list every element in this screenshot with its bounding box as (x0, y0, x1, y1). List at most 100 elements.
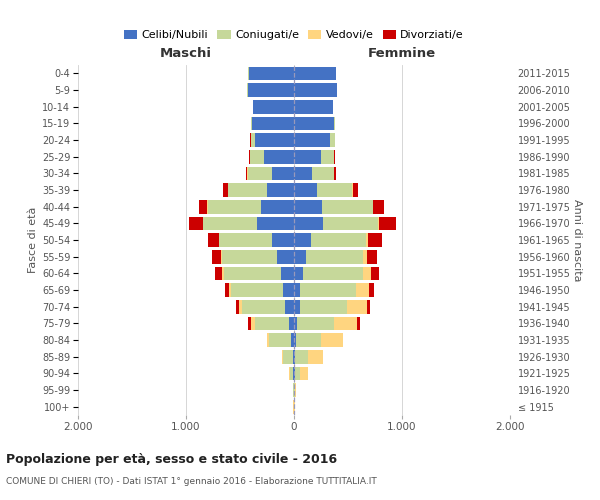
Bar (277, 250, 294, 264)
Bar (248, 166, 272, 180)
Bar (199, 200, 207, 213)
Bar (294, 133, 329, 147)
Bar (353, 183, 358, 197)
Bar (368, 233, 382, 247)
Bar (300, 300, 347, 314)
Bar (248, 83, 294, 97)
Bar (294, 333, 296, 347)
Bar (281, 266, 294, 280)
Bar (255, 316, 289, 330)
Bar (242, 300, 286, 314)
Bar (334, 166, 336, 180)
Bar (334, 316, 356, 330)
Bar (378, 216, 379, 230)
Bar (208, 233, 219, 247)
Bar (347, 300, 367, 314)
Bar (294, 216, 323, 230)
Bar (252, 116, 294, 130)
Bar (264, 150, 294, 164)
Bar (251, 316, 255, 330)
Text: Femmine: Femmine (368, 47, 436, 60)
Bar (294, 83, 337, 97)
Bar (294, 350, 295, 364)
Bar (294, 200, 322, 213)
Bar (306, 250, 363, 264)
Bar (208, 200, 260, 213)
Bar (215, 266, 222, 280)
Bar (294, 300, 300, 314)
Bar (236, 300, 239, 314)
Bar (367, 300, 370, 314)
Bar (220, 233, 272, 247)
Bar (373, 200, 384, 213)
Bar (294, 150, 321, 164)
Bar (222, 266, 224, 280)
Bar (272, 166, 294, 180)
Bar (225, 283, 229, 297)
Bar (300, 366, 308, 380)
Bar (295, 366, 300, 380)
Bar (297, 316, 334, 330)
Bar (294, 266, 302, 280)
Bar (221, 250, 277, 264)
Bar (294, 100, 333, 114)
Bar (296, 333, 321, 347)
Bar (379, 216, 395, 230)
Bar (223, 183, 228, 197)
Bar (294, 250, 306, 264)
Bar (255, 133, 294, 147)
Bar (367, 233, 368, 247)
Bar (294, 66, 336, 80)
Bar (203, 216, 257, 230)
Bar (356, 283, 368, 297)
Bar (295, 350, 308, 364)
Bar (317, 183, 352, 197)
Bar (260, 200, 294, 213)
Bar (334, 116, 335, 130)
Bar (323, 216, 378, 230)
Bar (250, 150, 264, 164)
Bar (291, 333, 294, 347)
Bar (251, 133, 255, 147)
Y-axis label: Fasce di età: Fasce di età (28, 207, 38, 273)
Bar (232, 283, 283, 297)
Bar (302, 266, 363, 280)
Bar (248, 66, 294, 80)
Bar (283, 350, 293, 364)
Text: Maschi: Maschi (160, 47, 212, 60)
Bar (294, 166, 313, 180)
Bar (228, 183, 267, 197)
Bar (329, 133, 335, 147)
Bar (368, 283, 374, 297)
Text: Popolazione per età, sesso e stato civile - 2016: Popolazione per età, sesso e stato civil… (6, 452, 337, 466)
Bar (294, 233, 311, 247)
Bar (269, 333, 291, 347)
Bar (322, 200, 373, 213)
Bar (239, 300, 242, 314)
Bar (189, 216, 203, 230)
Y-axis label: Anni di nascita: Anni di nascita (572, 198, 581, 281)
Bar (283, 283, 294, 297)
Bar (363, 266, 371, 280)
Bar (267, 333, 269, 347)
Bar (363, 250, 367, 264)
Bar (371, 266, 379, 280)
Bar (367, 250, 377, 264)
Bar (290, 366, 293, 380)
Bar (224, 266, 281, 280)
Legend: Celibi/Nubili, Coniugati/e, Vedovi/e, Divorziati/e: Celibi/Nubili, Coniugati/e, Vedovi/e, Di… (119, 25, 469, 44)
Bar (321, 333, 343, 347)
Bar (311, 233, 367, 247)
Bar (246, 166, 247, 180)
Bar (295, 383, 296, 397)
Bar (294, 283, 301, 297)
Bar (356, 316, 361, 330)
Bar (293, 350, 294, 364)
Bar (212, 250, 221, 264)
Bar (257, 216, 294, 230)
Bar (301, 283, 356, 297)
Bar (286, 300, 294, 314)
Bar (267, 183, 294, 197)
Bar (289, 316, 294, 330)
Bar (294, 116, 334, 130)
